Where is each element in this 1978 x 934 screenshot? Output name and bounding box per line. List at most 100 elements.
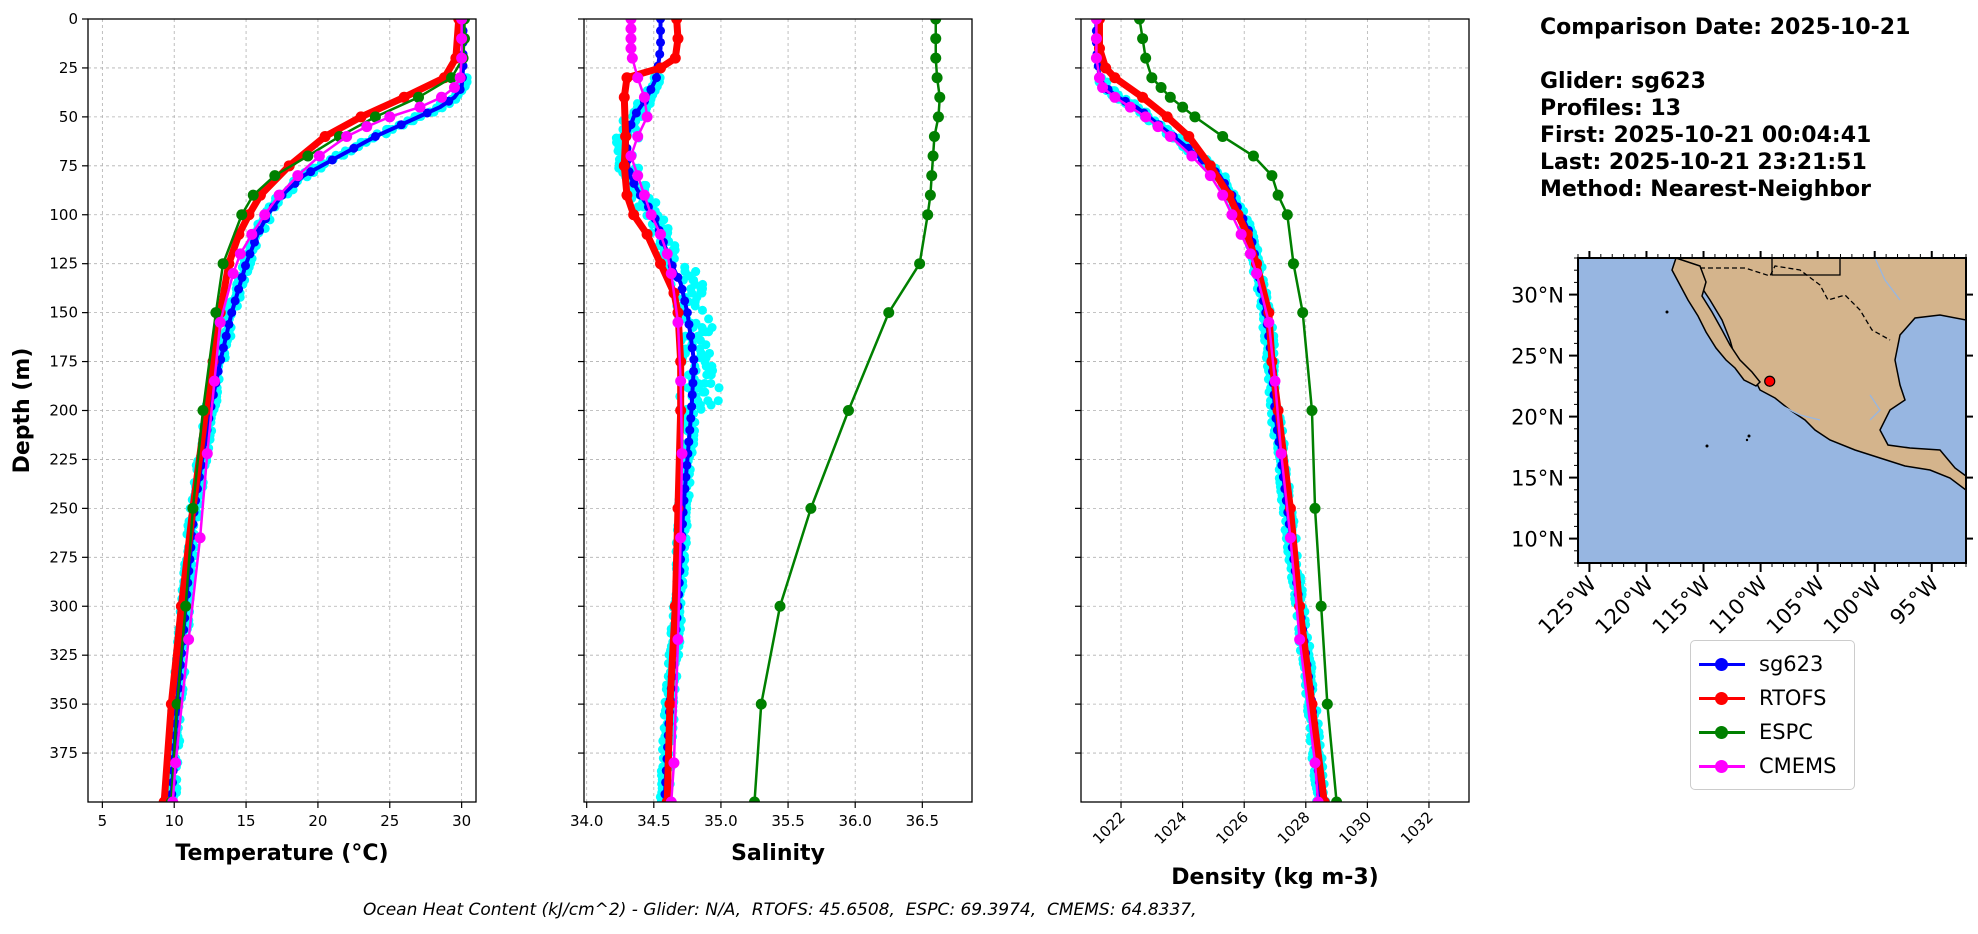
series-point-sg623 bbox=[655, 49, 665, 59]
series-point-espc bbox=[774, 600, 786, 612]
series-point-cmems bbox=[201, 448, 213, 460]
info-block: Comparison Date: 2025-10-21 Glider: sg62… bbox=[1540, 14, 1910, 203]
density-x-axis-label: Density (kg m-3) bbox=[1171, 865, 1379, 890]
temperature-x-axis-label: Temperature (°C) bbox=[175, 841, 388, 866]
map-lat-label: 30°N bbox=[1511, 284, 1564, 308]
series-point-cmems bbox=[456, 19, 468, 25]
glider-scatter-point bbox=[713, 396, 723, 406]
series-point-rtofs bbox=[319, 130, 331, 142]
comparison-date: Comparison Date: 2025-10-21 bbox=[1540, 15, 1911, 40]
series-point-rtofs bbox=[671, 19, 683, 25]
series-point-espc bbox=[934, 91, 946, 103]
series-point-cmems bbox=[675, 375, 687, 387]
series-point-cmems bbox=[1275, 448, 1287, 460]
series-point-cmems bbox=[259, 209, 271, 221]
series-point-cmems bbox=[661, 248, 673, 260]
series-point-rtofs bbox=[1204, 160, 1216, 172]
series-line-rtofs bbox=[620, 19, 685, 802]
y-tick-label: 100 bbox=[49, 206, 78, 224]
series-point-cmems bbox=[170, 757, 182, 769]
y-tick-label: 275 bbox=[49, 548, 78, 566]
legend-line-icon bbox=[1699, 725, 1745, 739]
glider-scatter-point bbox=[706, 370, 716, 380]
series-point-sg623 bbox=[230, 296, 240, 306]
series-point-cmems bbox=[1312, 796, 1324, 802]
glider-scatter-point bbox=[700, 378, 710, 388]
series-point-espc bbox=[1321, 698, 1333, 710]
x-tick-label: 34.5 bbox=[637, 812, 670, 830]
series-point-cmems bbox=[208, 375, 220, 387]
series-point-espc bbox=[1266, 170, 1278, 182]
series-point-sg623 bbox=[396, 120, 406, 130]
y-tick-label: 25 bbox=[59, 59, 78, 77]
map-lon-label: 115°W bbox=[1648, 571, 1716, 639]
series-point-cmems bbox=[1217, 189, 1229, 201]
series-point-espc bbox=[1247, 150, 1259, 162]
series-point-espc bbox=[210, 307, 222, 319]
series-point-espc bbox=[755, 698, 767, 710]
series-point-sg623 bbox=[651, 73, 661, 83]
series-point-sg623 bbox=[631, 108, 641, 118]
glider-scatter-point bbox=[701, 340, 711, 350]
series-point-cmems bbox=[625, 19, 637, 25]
series-point-sg623 bbox=[686, 331, 696, 341]
series-point-cmems bbox=[313, 150, 325, 162]
legend-item-sg623: sg623 bbox=[1699, 647, 1846, 681]
series-point-sg623 bbox=[680, 296, 690, 306]
y-tick-label: 150 bbox=[49, 304, 78, 322]
series-point-cmems bbox=[1090, 19, 1102, 25]
series-point-espc bbox=[1309, 502, 1321, 514]
glider-scatter-point bbox=[696, 348, 706, 358]
series-point-espc bbox=[1315, 600, 1327, 612]
series-point-sg623 bbox=[245, 249, 255, 259]
series-point-sg623 bbox=[237, 272, 247, 282]
glider-scatter-point bbox=[697, 288, 707, 298]
glider-scatter-point bbox=[690, 301, 700, 311]
profile-count: Profiles: 13 bbox=[1540, 96, 1682, 121]
series-point-cmems bbox=[625, 33, 637, 45]
series-point-cmems bbox=[341, 130, 353, 142]
series-point-sg623 bbox=[685, 425, 695, 435]
series-point-espc bbox=[197, 405, 209, 416]
series-point-sg623 bbox=[684, 437, 694, 447]
series-point-rtofs bbox=[672, 33, 684, 45]
map-border-us bbox=[1700, 265, 1891, 341]
series-point-espc bbox=[930, 33, 942, 45]
series-point-sg623 bbox=[682, 460, 692, 470]
series-point-cmems bbox=[167, 796, 179, 802]
series-point-sg623 bbox=[250, 237, 260, 247]
x-tick-label: 1032 bbox=[1397, 808, 1437, 848]
series-point-cmems bbox=[1140, 111, 1152, 123]
series-point-sg623 bbox=[370, 131, 380, 141]
glider-scatter-point bbox=[686, 284, 696, 294]
series-point-sg623 bbox=[656, 37, 666, 47]
y-tick-label: 225 bbox=[49, 450, 78, 468]
legend-item-cmems: CMEMS bbox=[1699, 749, 1846, 783]
series-point-cmems bbox=[227, 267, 239, 279]
series-point-espc bbox=[269, 170, 281, 182]
series-point-espc bbox=[1331, 796, 1343, 802]
series-point-cmems bbox=[454, 72, 466, 84]
series-point-espc bbox=[1146, 72, 1158, 84]
series-point-espc bbox=[171, 698, 183, 710]
series-point-sg623 bbox=[686, 413, 696, 423]
series-point-rtofs bbox=[1161, 111, 1173, 123]
series-point-espc bbox=[1306, 405, 1318, 416]
glider-scatter-point bbox=[714, 383, 724, 393]
series-point-espc bbox=[1134, 19, 1146, 25]
salinity-grid bbox=[584, 18, 972, 802]
salinity-x-axis-label: Salinity bbox=[731, 841, 825, 866]
series-point-cmems bbox=[1186, 150, 1198, 162]
series-point-rtofs bbox=[1137, 91, 1149, 103]
series-point-sg623 bbox=[682, 308, 692, 318]
legend-item-rtofs: RTOFS bbox=[1699, 681, 1846, 715]
last-profile-time: Last: 2025-10-21 23:21:51 bbox=[1540, 150, 1867, 175]
x-tick-label: 36.0 bbox=[838, 812, 871, 830]
map-lon-label: 125°W bbox=[1534, 571, 1602, 639]
map-lon-label: 110°W bbox=[1705, 571, 1773, 639]
series-point-sg623 bbox=[687, 402, 697, 412]
salinity-panel: 34.0 34.5 35.0 35.5 36.0 36.5 Salinity bbox=[570, 18, 973, 866]
series-point-sg623 bbox=[306, 167, 316, 177]
map-land-baja bbox=[1671, 258, 1762, 387]
series-point-rtofs bbox=[669, 52, 681, 64]
